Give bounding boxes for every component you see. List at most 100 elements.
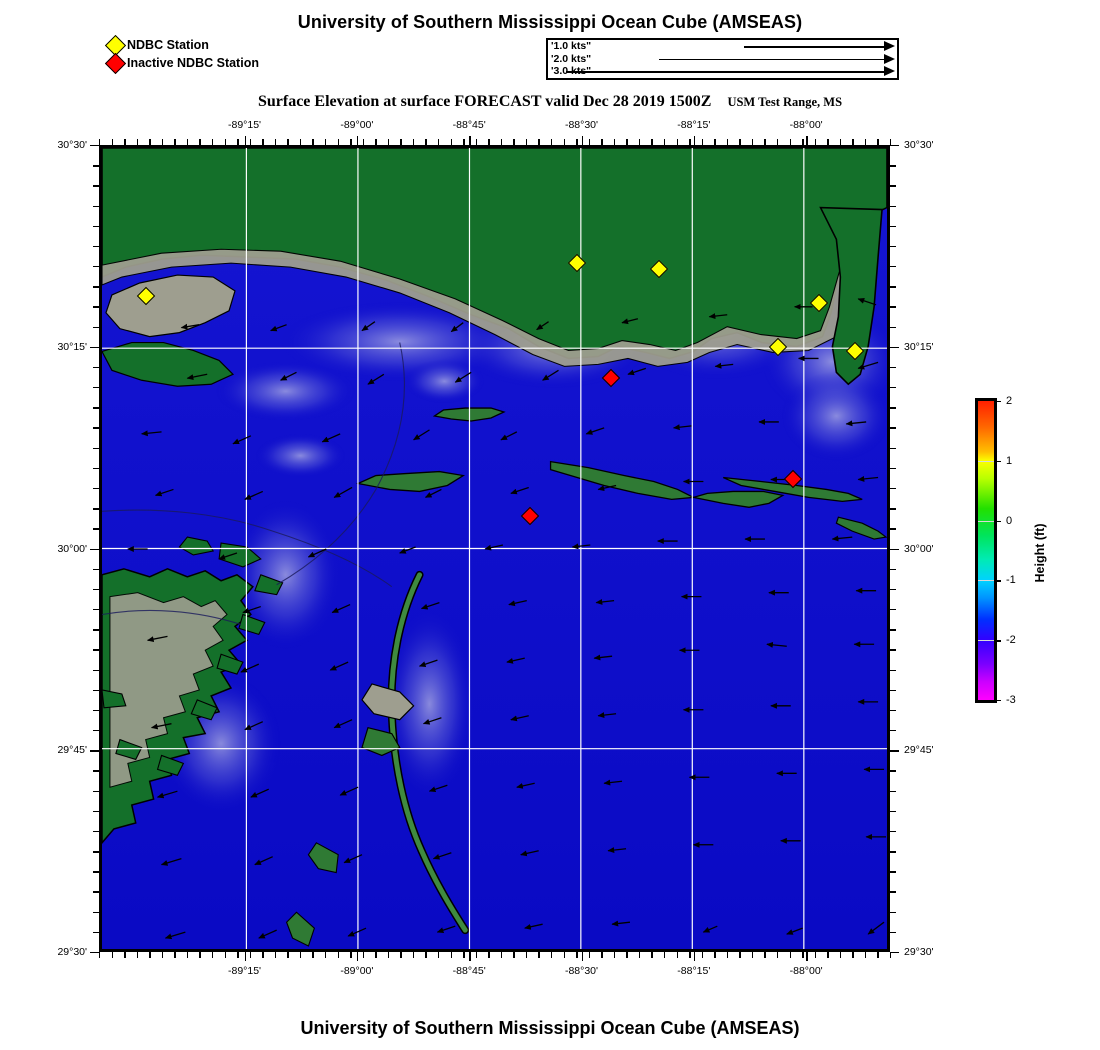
chandeleur-chain xyxy=(389,572,468,933)
axis-tick-minor xyxy=(525,952,528,958)
axis-tick-minor xyxy=(714,952,716,958)
axis-tick-minor xyxy=(890,689,896,692)
barrier-island-6 xyxy=(835,516,887,540)
axis-tick-minor xyxy=(262,952,264,958)
axis-tick-minor xyxy=(890,467,896,470)
axis-tick-minor xyxy=(726,952,729,958)
axis-tick-minor xyxy=(890,407,896,409)
axis-tick-minor xyxy=(852,952,854,958)
y-axis-label: 29°30' xyxy=(904,946,934,958)
axis-tick-major xyxy=(469,952,471,961)
axis-tick-major xyxy=(244,952,246,961)
chandeleur-marsh-a xyxy=(361,683,415,721)
axis-tick-major xyxy=(356,136,359,145)
colorbar-tick-label: -3 xyxy=(1006,694,1016,706)
legend-item-inactive-ndbc-station: Inactive NDBC Station xyxy=(104,52,259,74)
map-field-canvas xyxy=(102,148,887,949)
axis-tick-minor xyxy=(488,952,490,958)
colorbar-legend: 2 1 0 -1 -2 -3 Height (ft) xyxy=(975,395,1047,706)
delta-islets xyxy=(102,536,284,776)
axis-tick-major xyxy=(890,750,899,752)
axis-tick-minor xyxy=(890,952,896,954)
y-axis-label: 30°15' xyxy=(57,340,87,353)
axis-tick-minor xyxy=(425,952,427,958)
y-axis-label: 30°00' xyxy=(57,542,87,555)
barrier-island-5 xyxy=(722,476,863,503)
chart-region-label: USM Test Range, MS xyxy=(727,95,843,109)
axis-tick-minor xyxy=(299,952,302,958)
colorbar-tick-label: -2 xyxy=(1006,634,1016,647)
axis-tick-minor xyxy=(375,952,377,958)
axis-tick-minor xyxy=(890,891,896,893)
footer-title: University of Southern Mississippi Ocean… xyxy=(300,1018,800,1038)
axis-tick-minor xyxy=(337,952,339,958)
axis-tick-minor xyxy=(890,629,896,631)
axis-tick-minor xyxy=(99,952,101,958)
axis-tick-minor xyxy=(764,952,766,958)
axis-tick-minor xyxy=(500,952,503,958)
map-plot-area[interactable] xyxy=(99,145,890,952)
axis-tick-minor xyxy=(890,508,896,510)
x-axis-label: -89°15' xyxy=(228,119,262,131)
colorbar-tick-label: -1 xyxy=(1006,574,1016,587)
axis-tick-minor xyxy=(890,245,896,248)
axis-tick-minor xyxy=(350,952,352,958)
axis-tick-minor xyxy=(890,366,896,369)
x-axis-label: -88°15' xyxy=(677,965,711,977)
axis-tick-minor xyxy=(136,952,139,958)
current-vector-field xyxy=(127,297,887,940)
subtitle-row: Surface Elevation at surface FORECAST va… xyxy=(0,93,1100,111)
axis-tick-minor xyxy=(538,952,540,958)
y-axis-label: 29°45' xyxy=(57,744,87,757)
axis-tick-minor xyxy=(312,952,314,958)
axis-tick-minor xyxy=(387,952,390,958)
axis-tick-minor xyxy=(890,911,896,914)
y-axis-label: 30°00' xyxy=(904,542,934,555)
axis-tick-minor xyxy=(890,790,896,792)
legend-label-ndbc-station: NDBC Station xyxy=(127,37,209,52)
y-axis-label: 30°15' xyxy=(904,340,934,353)
barrier-island-4 xyxy=(693,490,785,508)
colorbar-gradient[interactable]: 2 1 0 -1 -2 -3 Height (ft) xyxy=(975,395,1047,706)
axis-tick-minor xyxy=(890,528,896,530)
axis-tick-major xyxy=(693,136,696,145)
y-axis-label: 30°30' xyxy=(904,139,934,151)
axis-tick-minor xyxy=(463,952,465,958)
axis-tick-minor xyxy=(124,952,126,958)
axis-tick-minor xyxy=(890,487,896,490)
axis-tick-minor xyxy=(890,145,896,147)
axis-tick-minor xyxy=(412,952,415,958)
axis-tick-minor xyxy=(890,770,896,772)
axis-tick-minor xyxy=(890,165,896,167)
axis-tick-major xyxy=(806,952,808,961)
axis-tick-minor xyxy=(789,952,791,958)
axis-tick-minor xyxy=(802,952,804,958)
x-axis-label: -89°00' xyxy=(340,965,374,977)
axis-tick-minor xyxy=(400,952,402,958)
legend-item-ndbc-station: NDBC Station xyxy=(104,34,259,56)
axis-tick-minor xyxy=(199,952,201,958)
axis-tick-minor xyxy=(890,669,896,671)
x-axis-label: -88°30' xyxy=(564,119,599,131)
axis-tick-major xyxy=(90,750,99,752)
vector-scale-label-1kt: '1.0 kts" xyxy=(551,40,592,52)
axis-tick-minor xyxy=(890,609,896,611)
axis-tick-major xyxy=(890,145,899,147)
vector-scale-shaft-3kt xyxy=(566,71,884,73)
axis-tick-minor xyxy=(551,952,553,958)
chart-subtitle: Surface Elevation at surface FORECAST va… xyxy=(257,93,712,110)
colorbar-axis-title: Height (ft) xyxy=(1033,523,1047,583)
colorbar-tick-label: 2 xyxy=(1006,395,1013,407)
axis-tick-minor xyxy=(149,952,151,958)
axis-tick-minor xyxy=(751,952,754,958)
x-axis-label: -88°45' xyxy=(452,965,486,977)
land-west-bay-marsh xyxy=(105,274,236,338)
axis-tick-minor xyxy=(890,346,896,349)
vector-scale-legend: '1.0 kts" '2.0 kts" '3.0 kts" xyxy=(546,38,899,80)
axis-tick-minor xyxy=(701,952,704,958)
axis-tick-minor xyxy=(890,830,896,833)
axis-tick-minor xyxy=(890,871,896,873)
axis-tick-minor xyxy=(827,952,829,958)
axis-tick-minor xyxy=(890,326,896,328)
land-delta-marsh xyxy=(109,592,228,788)
